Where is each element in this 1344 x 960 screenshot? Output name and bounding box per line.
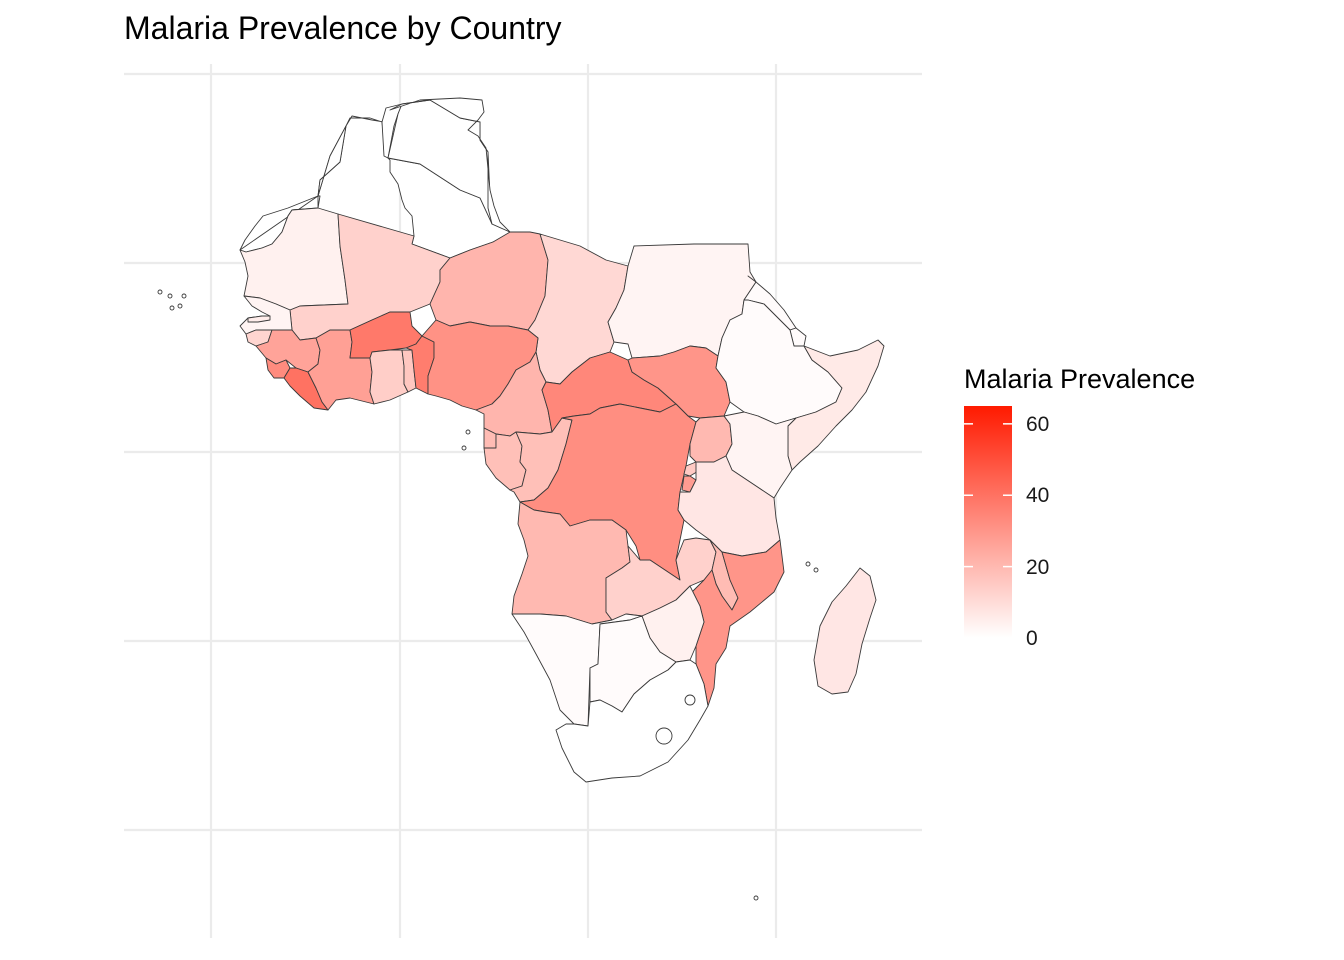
country-madagascar[interactable]	[813, 567, 877, 695]
legend-tick-label: 0	[1026, 627, 1038, 650]
legend-tick-label: 60	[1026, 412, 1050, 436]
legend-colorbar	[964, 406, 1012, 638]
country-somalia[interactable]	[787, 339, 885, 471]
island-sao-tome	[461, 445, 467, 451]
legend-tick-label: 40	[1026, 484, 1050, 508]
legend-title: Malaria Prevalence	[964, 364, 1196, 394]
country-gambia[interactable]	[247, 315, 271, 323]
country-egypt[interactable]	[389, 97, 511, 233]
island-cape-verde	[169, 305, 175, 311]
legend-tick-label: 20	[1026, 555, 1050, 579]
country-south-sudan[interactable]	[627, 345, 731, 419]
island-marion	[753, 895, 759, 901]
island-outlines	[157, 289, 819, 901]
island-cape-verde	[167, 293, 173, 299]
island-cape-verde	[177, 303, 183, 309]
island-lesotho	[655, 727, 673, 745]
country-south-africa[interactable]	[555, 659, 709, 783]
island-bioko	[465, 429, 471, 435]
page-title: Malaria Prevalence by Country	[124, 10, 562, 46]
island-comoros	[805, 561, 811, 567]
island-eswatini	[684, 694, 696, 706]
legend-tickmarks	[964, 423, 1012, 638]
island-cape-verde	[157, 289, 163, 295]
island-cape-verde	[181, 293, 187, 299]
country-tunisia[interactable]	[381, 103, 403, 159]
country-polygons	[239, 97, 885, 783]
country-mauritania[interactable]	[239, 207, 349, 311]
legend-gradient	[964, 406, 1012, 638]
country-uganda[interactable]	[689, 415, 733, 463]
island-comoros	[813, 567, 819, 573]
country-ghana[interactable]	[369, 349, 409, 405]
